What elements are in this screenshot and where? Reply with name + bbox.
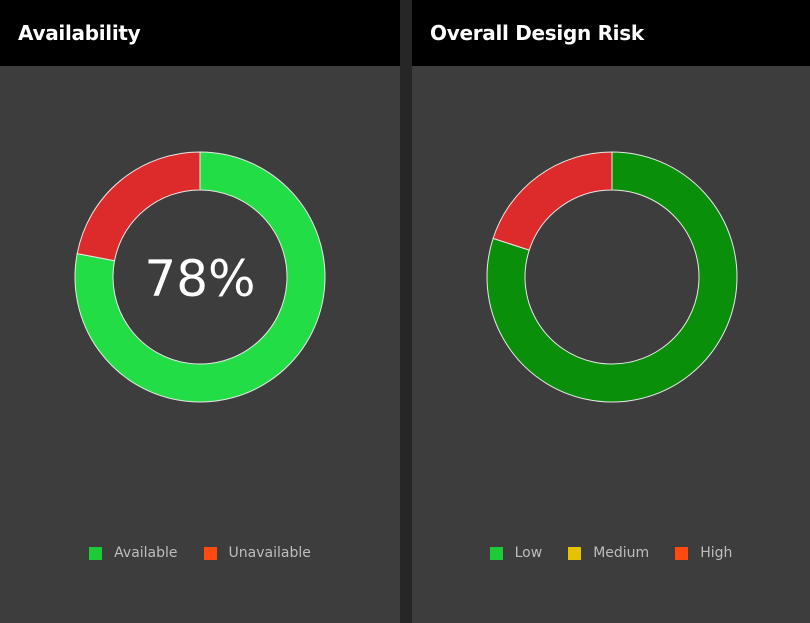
donut-slice-unavailable[interactable] (76, 151, 201, 262)
legend-swatch (89, 546, 103, 560)
design-risk-title: Overall Design Risk (430, 21, 644, 45)
availability-donut-chart: 78% (74, 151, 326, 403)
legend-item-low[interactable]: Low (489, 545, 543, 561)
legend-item-unavailable[interactable]: Unavailable (203, 545, 311, 561)
legend-swatch (489, 546, 503, 560)
availability-header: Availability (0, 0, 400, 66)
legend-label: Low (514, 545, 543, 561)
legend-label: Medium (593, 545, 650, 561)
design-risk-legend: Low Medium High (412, 545, 810, 561)
design-risk-donut-chart (486, 151, 738, 403)
design-risk-panel: Overall Design Risk Low Medium High (412, 0, 810, 623)
legend-swatch (675, 546, 689, 560)
legend-item-high[interactable]: High (675, 545, 732, 561)
donut-slice-available[interactable] (74, 151, 326, 403)
legend-item-available[interactable]: Available (89, 545, 178, 561)
availability-legend: Available Unavailable (0, 545, 400, 561)
legend-label: Unavailable (228, 545, 311, 561)
legend-swatch (203, 546, 217, 560)
availability-center-label: 78% (144, 250, 255, 308)
availability-panel: Availability 78% Available Unavailable (0, 0, 400, 623)
legend-label: Available (114, 545, 178, 561)
legend-swatch (568, 546, 582, 560)
design-risk-header: Overall Design Risk (412, 0, 810, 66)
availability-title: Availability (18, 21, 141, 45)
legend-label: High (700, 545, 733, 561)
donut-slice-low[interactable] (486, 151, 738, 403)
donut-slice-high[interactable] (492, 151, 613, 251)
legend-item-medium[interactable]: Medium (568, 545, 649, 561)
